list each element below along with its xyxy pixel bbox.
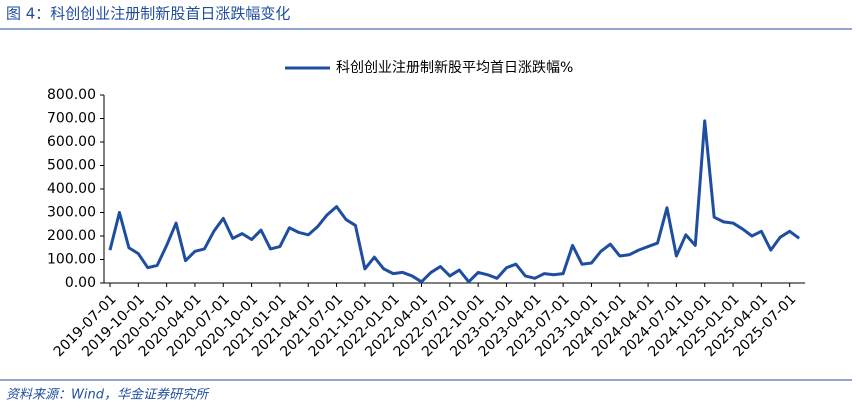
- legend-label: 科创创业注册制新股平均首日涨跌幅%: [336, 60, 573, 76]
- y-tick-label: 400.00: [47, 181, 96, 197]
- y-tick-label: 800.00: [47, 87, 96, 103]
- source: 资料来源：Wind，华金证券研究所: [6, 387, 210, 403]
- y-tick-label: 300.00: [47, 205, 96, 221]
- y-tick-label: 100.00: [47, 252, 96, 268]
- y-tick-label: 500.00: [47, 158, 96, 174]
- series-line: [108, 119, 801, 284]
- y-tick-label: 0.00: [65, 275, 96, 291]
- title: 图 4：科创创业注册制新股首日涨跌幅变化: [6, 5, 290, 23]
- y-tick-label: 700.00: [47, 111, 96, 127]
- y-tick-label: 600.00: [47, 134, 96, 150]
- y-tick-label: 200.00: [47, 228, 96, 244]
